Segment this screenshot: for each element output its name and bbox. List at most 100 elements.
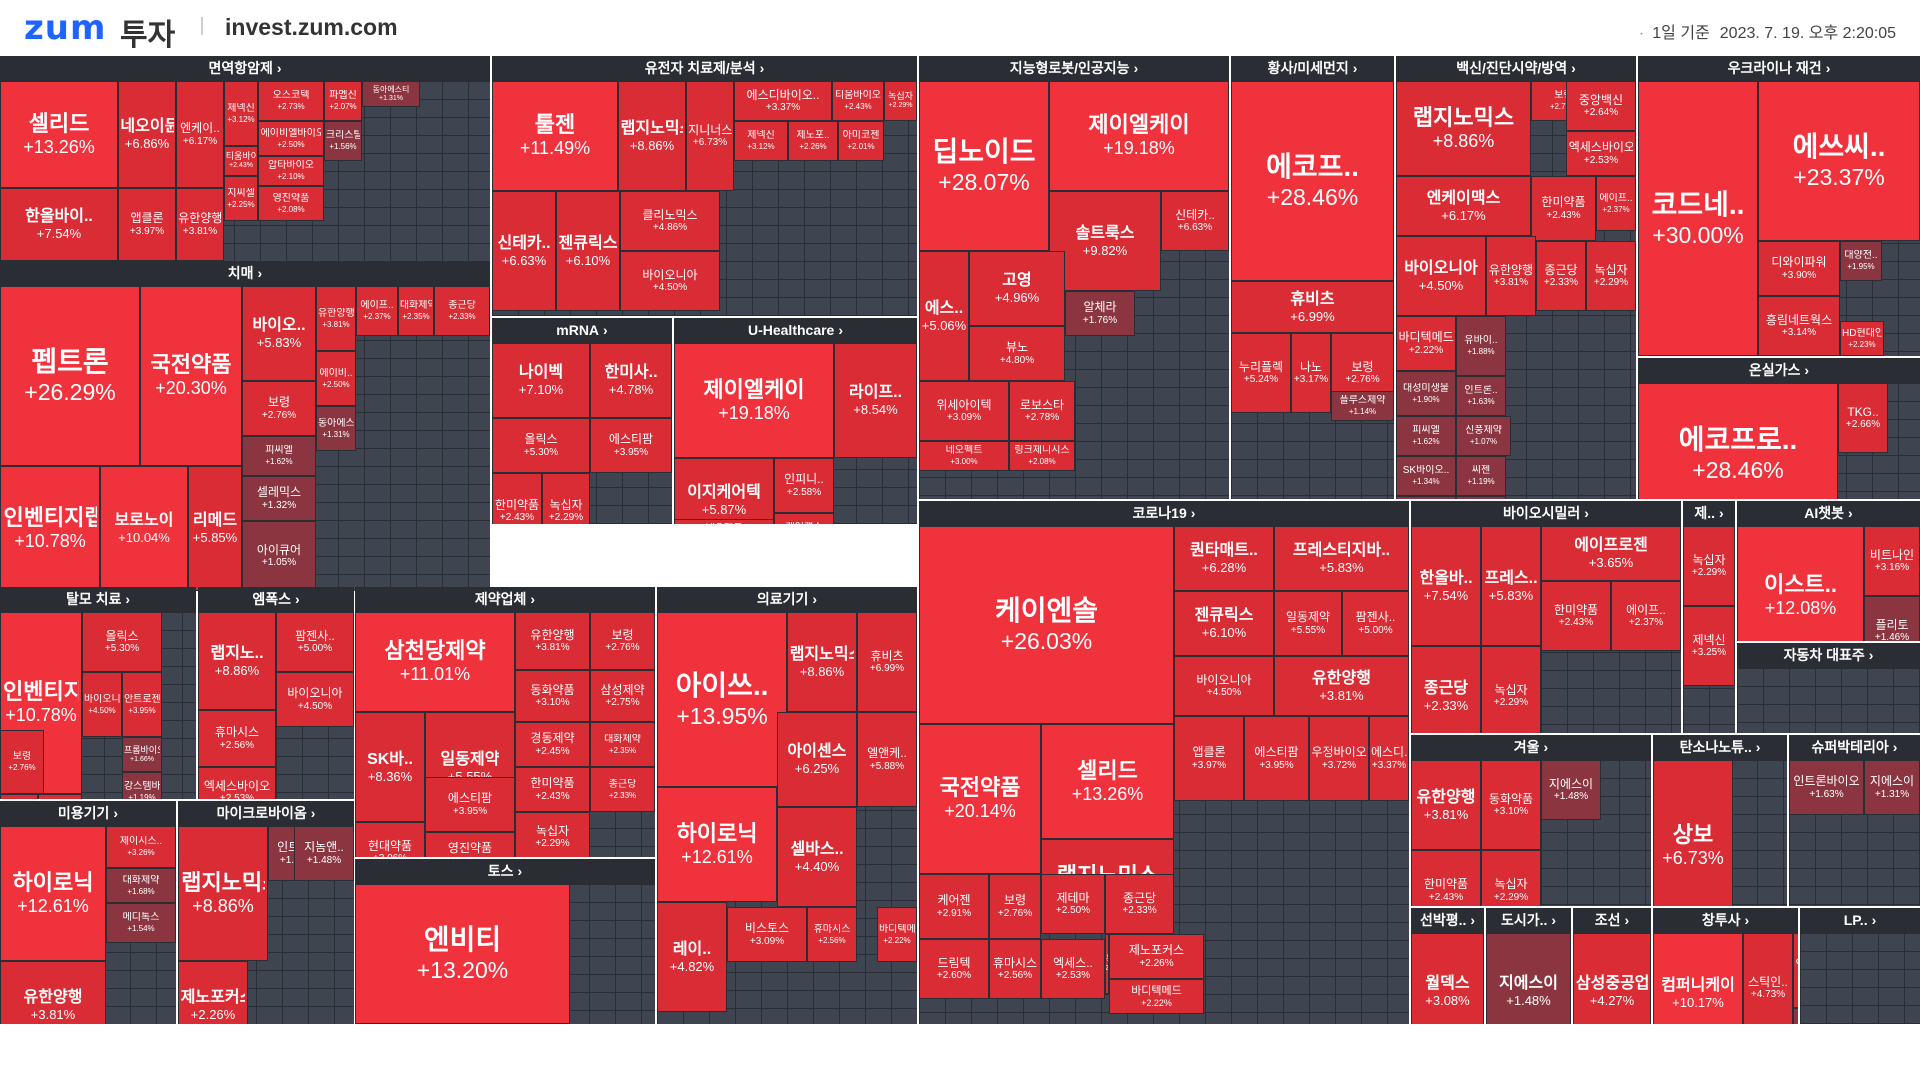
sector-title[interactable]: 토스 › [355,859,655,884]
stock-tile[interactable]: 한올바이.. +7.54% [0,188,118,261]
stock-tile[interactable]: 일동제약+5.55% [1274,591,1342,656]
stock-tile[interactable]: 컴퍼니케이 +10.17% [1653,933,1743,1024]
stock-tile[interactable]: 휴마시스 +2.56% [989,939,1041,999]
stock-tile[interactable]: 삼성제약 +2.75% [590,670,655,722]
stock-tile[interactable]: 종근당 +2.33% [1105,874,1174,934]
stock-tile[interactable]: 랩지노믹스+8.86% [787,612,857,712]
sector-title[interactable]: 미용기기 › [0,801,176,826]
stock-tile[interactable]: 비트나인 +3.16% [1864,526,1920,596]
stock-tile[interactable]: 대화제약+2.35% [590,722,655,767]
stock-tile[interactable]: 한미약품 +2.43% [1531,176,1596,241]
stock-tile[interactable]: 딥노이드 +28.07% [919,81,1049,251]
stock-tile[interactable]: 바디텍메드+2.22% [1109,979,1204,1014]
stock-tile[interactable]: 제넥신 +3.12% [734,121,788,161]
stock-tile[interactable]: 엔케이맥스 +6.17% [1396,176,1531,236]
stock-tile[interactable]: 바이오.. +5.83% [242,286,316,381]
stock-tile[interactable]: 바디텍메드+2.22% [1396,316,1456,371]
stock-tile[interactable]: 바이오니아+4.50% [620,251,720,311]
stock-tile[interactable]: 플리토 +1.46% [1864,596,1920,641]
stock-tile[interactable]: 인벤티지랩+10.78% [0,466,100,591]
stock-tile[interactable]: 녹십자+2.29% [884,81,917,121]
sector-title[interactable]: 조선 › [1573,908,1651,933]
stock-tile[interactable]: 에코프로.. +28.46% [1638,383,1838,499]
stock-tile[interactable]: 피씨엘 +1.62% [1396,416,1456,456]
stock-tile[interactable]: 바이오니아+4.50% [1396,236,1486,316]
stock-tile[interactable]: 피씨엘 +1.62% [242,436,316,476]
stock-tile[interactable]: 젠큐릭스 +6.10% [1174,591,1274,656]
stock-tile[interactable]: 툴젠 +11.49% [492,81,618,191]
stock-tile[interactable]: 인트론..+1.63% [1456,376,1506,416]
sector-title[interactable]: 탈모 치료 › [0,587,196,612]
stock-tile[interactable]: 네오이뮨텍+6.86% [118,81,176,188]
stock-tile[interactable]: 한미사.. +4.78% [590,343,672,418]
stock-tile[interactable]: 휴마시스 +2.56% [198,710,276,767]
stock-tile[interactable]: 하이로닉 +12.61% [657,787,777,902]
stock-tile[interactable]: 젠큐릭스 +6.10% [556,191,620,311]
stock-tile[interactable]: 보로노이 +10.04% [100,466,188,591]
stock-tile[interactable]: 신테카.. +6.63% [492,191,556,311]
stock-tile[interactable]: 국전약품 +20.30% [140,286,242,466]
stock-tile[interactable]: 대성미생물 +1.90% [1396,371,1456,416]
sector-title[interactable]: 온실가스 › [1638,358,1920,383]
sector-title[interactable]: 치매 › [0,261,490,286]
stock-tile[interactable]: 보령 +2.76% [242,381,316,436]
stock-tile[interactable]: 프레스티지바.. +5.83% [1274,526,1409,591]
stock-tile[interactable]: 디와이파워 +3.90% [1758,241,1840,296]
stock-tile[interactable]: 보령 +2.76% [0,730,44,794]
stock-tile[interactable]: 앱클론 +3.97% [1174,716,1244,801]
stock-tile[interactable]: 알체라 +1.76% [1065,291,1135,336]
sector-title[interactable]: 지능형로봇/인공지능 › [919,56,1229,81]
stock-tile[interactable]: 링크제니시스 +2.08% [1009,441,1075,471]
sector-title[interactable]: LP.. › [1800,908,1920,933]
stock-tile[interactable]: 에이프.. +2.37% [1611,581,1681,651]
stock-tile[interactable]: 라이프.. +8.54% [834,343,917,458]
stock-tile[interactable]: 녹십자+2.29% [1105,934,1109,994]
stock-tile[interactable]: 지씨셀 +2.25% [224,176,258,221]
stock-tile[interactable]: 대화제약+2.35% [398,286,434,336]
stock-tile[interactable]: 나이벡 +7.10% [492,343,590,418]
stock-tile[interactable]: 지에스이 +1.48% [1486,933,1571,1024]
stock-tile[interactable]: 유바이.. +1.88% [1456,316,1506,376]
stock-tile[interactable]: 엔케이.. +6.17% [176,81,224,188]
logo-sub-label[interactable]: 투자 [120,18,176,53]
stock-tile[interactable]: 에스디바이오.. +3.37% [734,81,832,121]
stock-tile[interactable]: 클리노믹스 +4.86% [620,191,720,251]
stock-tile[interactable]: 녹십자+2.29% [1586,241,1636,311]
stock-tile[interactable]: SK바.. +8.36% [355,712,425,822]
stock-tile[interactable]: 아미코젠 +2.01% [838,121,884,161]
stock-tile[interactable]: 에이프.. +2.37% [1596,176,1636,231]
sector-title[interactable]: 슈퍼박테리아 › [1789,735,1920,760]
stock-tile[interactable]: 종근당 +2.33% [434,286,490,336]
sector-title[interactable]: 의료기기 › [657,587,917,612]
sector-title[interactable]: 창투사 › [1653,908,1798,933]
stock-tile[interactable]: 티움바이오+2.43% [832,81,884,121]
stock-tile[interactable]: 고영 +4.96% [969,251,1065,326]
stock-tile[interactable]: 셀레믹스 +1.32% [242,476,316,521]
sector-title[interactable]: U-Healthcare › [674,318,917,343]
stock-tile[interactable]: 티움바이오+2.43% [224,146,258,176]
stock-tile[interactable]: 유한양행 +3.81% [316,286,356,351]
stock-tile[interactable]: 신테카.. +6.63% [1161,191,1229,251]
stock-tile[interactable]: 유한양행 +3.81% [176,188,224,261]
stock-tile[interactable]: 네오펙트+3.00% [674,519,774,524]
stock-tile[interactable]: 강스템바이오텍+1.19% [122,772,162,799]
stock-tile[interactable]: 현대약품+2.06% [0,794,38,799]
stock-tile[interactable]: 이지케어텍 +5.87% [674,458,774,524]
stock-tile[interactable]: 안트로젠 +3.95% [122,672,162,737]
sector-title[interactable]: 탄소나노튜.. › [1653,735,1787,760]
stock-tile[interactable]: 에쓰씨.. +23.37% [1758,81,1920,241]
stock-tile[interactable]: 아이쓰.. +13.95% [657,612,787,787]
stock-tile[interactable]: 에이프로젠 +3.65% [1541,526,1681,581]
stock-tile[interactable]: 에이프.. +2.37% [356,286,398,336]
stock-tile[interactable]: 랩지노.. +8.86% [198,612,276,710]
stock-tile[interactable]: 올릭스 +5.30% [492,418,590,473]
stock-tile[interactable]: 제넥신 +3.25% [1683,606,1735,686]
stock-tile[interactable]: 인트론바이오 +1.63% [1789,760,1864,815]
stock-tile[interactable]: 플루스제약 +1.14% [1331,391,1394,421]
stock-tile[interactable]: 지에스이 +1.48% [1541,760,1601,820]
stock-tile[interactable]: 에스티팜 +3.95% [590,418,672,473]
stock-tile[interactable]: 녹십자+2.29% [515,812,590,857]
stock-tile[interactable]: 바디텍메드+2.22% [877,907,917,962]
stock-tile[interactable]: 지니너스 +6.73% [686,81,734,191]
sector-title[interactable]: 도시가.. › [1486,908,1571,933]
